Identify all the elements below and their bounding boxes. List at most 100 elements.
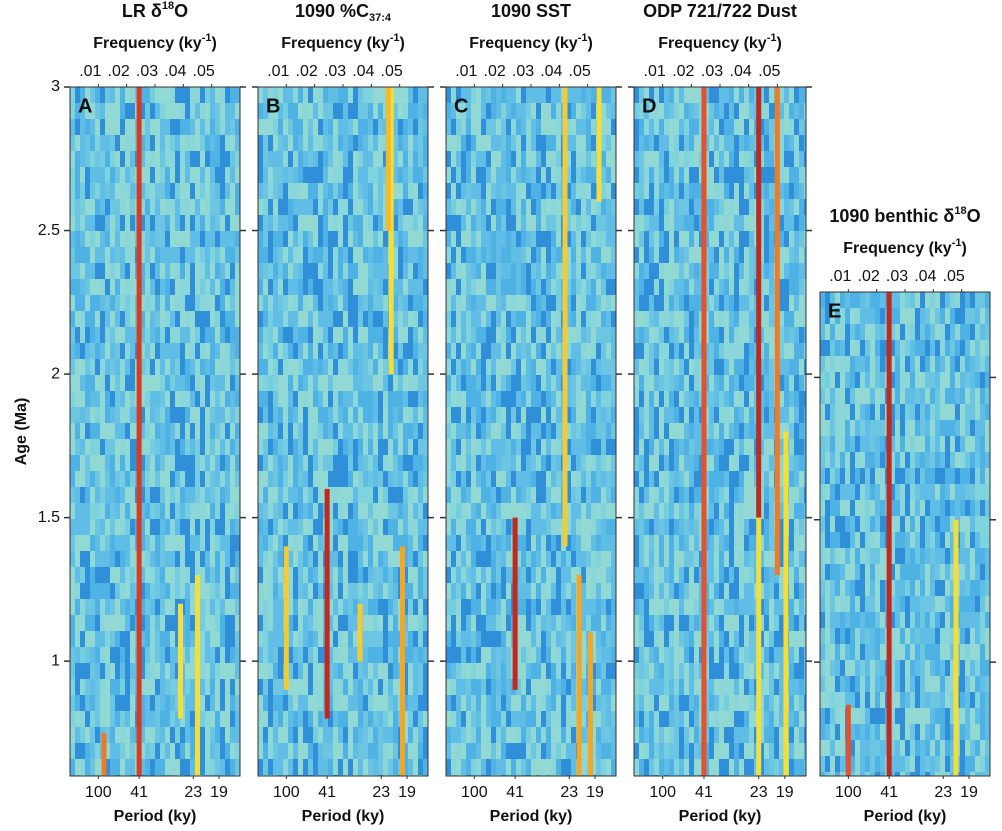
background-cell: [210, 119, 215, 135]
background-cell: [175, 375, 180, 391]
background-cell: [471, 247, 476, 263]
background-cell: [323, 439, 328, 455]
background-cell: [486, 215, 491, 231]
background-cell: [215, 295, 220, 311]
background-cell: [571, 215, 576, 231]
background-cell: [155, 727, 160, 743]
background-cell: [383, 295, 388, 311]
background-cell: [180, 167, 185, 183]
background-cell: [323, 455, 328, 471]
background-cell: [288, 215, 293, 231]
background-cell: [516, 471, 521, 487]
background-cell: [476, 567, 481, 583]
background-cell: [263, 423, 268, 439]
background-cell: [358, 375, 363, 391]
background-cell: [323, 727, 328, 743]
background-cell: [225, 263, 230, 279]
background-cell: [170, 455, 175, 471]
background-cell: [130, 455, 135, 471]
background-cell: [606, 711, 611, 727]
background-cell: [491, 727, 496, 743]
background-cell: [288, 119, 293, 135]
background-cell: [611, 151, 616, 167]
background-cell: [408, 359, 413, 375]
background-cell: [531, 343, 536, 359]
background-cell: [235, 711, 240, 727]
background-cell: [536, 615, 541, 631]
background-cell: [180, 375, 185, 391]
background-cell: [481, 279, 486, 295]
background-cell: [491, 279, 496, 295]
background-cell: [486, 375, 491, 391]
background-cell: [611, 407, 616, 423]
background-cell: [318, 599, 323, 615]
background-cell: [491, 199, 496, 215]
y-tick-label: 1: [51, 652, 60, 669]
background-cell: [581, 663, 586, 679]
background-cell: [654, 471, 659, 487]
background-cell: [155, 711, 160, 727]
background-cell: [180, 743, 185, 759]
background-cell: [576, 359, 581, 375]
background-cell: [278, 183, 283, 199]
background-cell: [278, 135, 283, 151]
background-cell: [230, 711, 235, 727]
background-cell: [110, 327, 115, 343]
background-cell: [155, 631, 160, 647]
background-cell: [501, 471, 506, 487]
background-cell: [215, 135, 220, 151]
background-cell: [659, 743, 664, 759]
background-cell: [611, 263, 616, 279]
background-cell: [165, 215, 170, 231]
background-cell: [649, 247, 654, 263]
background-cell: [125, 503, 130, 519]
background-cell: [601, 663, 606, 679]
background-cell: [80, 135, 85, 151]
background-cell: [531, 391, 536, 407]
background-cell: [308, 215, 313, 231]
background-cell: [298, 407, 303, 423]
background-cell: [471, 503, 476, 519]
background-cell: [230, 647, 235, 663]
background-cell: [511, 151, 516, 167]
background-cell: [220, 471, 225, 487]
background-cell: [155, 375, 160, 391]
background-cell: [393, 535, 398, 551]
background-cell: [536, 439, 541, 455]
background-cell: [75, 231, 80, 247]
background-cell: [659, 455, 664, 471]
background-cell: [263, 743, 268, 759]
background-cell: [313, 295, 318, 311]
background-cell: [110, 263, 115, 279]
background-cell: [521, 231, 526, 247]
background-cell: [230, 631, 235, 647]
background-cell: [125, 215, 130, 231]
background-cell: [258, 711, 263, 727]
background-cell: [278, 743, 283, 759]
background-cell: [70, 471, 75, 487]
background-cell: [531, 503, 536, 519]
background-cell: [496, 551, 501, 567]
background-cell: [423, 583, 428, 599]
background-cell: [258, 631, 263, 647]
background-cell: [611, 631, 616, 647]
background-cell: [486, 439, 491, 455]
background-cell: [486, 295, 491, 311]
background-cell: [100, 535, 105, 551]
background-cell: [461, 199, 466, 215]
background-cell: [531, 327, 536, 343]
background-cell: [491, 743, 496, 759]
background-cell: [90, 599, 95, 615]
background-cell: [110, 135, 115, 151]
background-cell: [145, 295, 150, 311]
background-cell: [358, 359, 363, 375]
background-cell: [466, 423, 471, 439]
background-cell: [333, 647, 338, 663]
background-cell: [496, 599, 501, 615]
background-cell: [185, 615, 190, 631]
background-cell: [110, 711, 115, 727]
background-cell: [205, 663, 210, 679]
background-cell: [368, 439, 373, 455]
background-cell: [601, 311, 606, 327]
background-cell: [215, 519, 220, 535]
